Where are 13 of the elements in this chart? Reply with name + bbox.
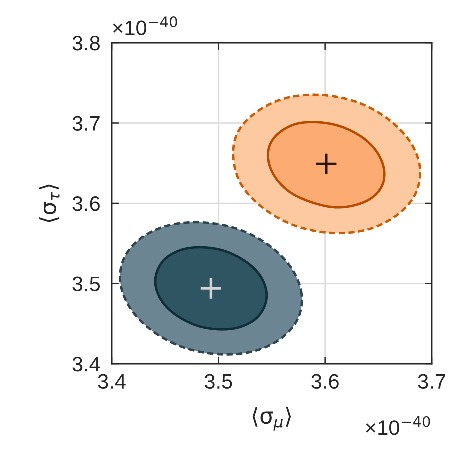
y-tick-label: 3.6 (72, 196, 100, 212)
y-tick-label: 3.4 (72, 357, 100, 372)
x-tick-label: 3.4 (98, 374, 126, 390)
text: ×10$^{−40}$ (366, 416, 430, 436)
x-tick-label: 3.6 (312, 374, 339, 390)
y-tick-label: 3.5 (72, 276, 100, 292)
y-axis-title: ⟨σ$_{τ}$⟩ (39, 184, 60, 222)
y-tick-label: 3.7 (72, 116, 100, 132)
x-axis-title: ⟨σ$_{μ}$⟩ (252, 407, 292, 431)
y-tick-label: 3.8 (72, 36, 100, 51)
text: ×10$^{−40}$ (113, 16, 178, 36)
x-tick-label: 3.5 (204, 374, 232, 390)
x-tick-label: 3.7 (418, 374, 446, 390)
